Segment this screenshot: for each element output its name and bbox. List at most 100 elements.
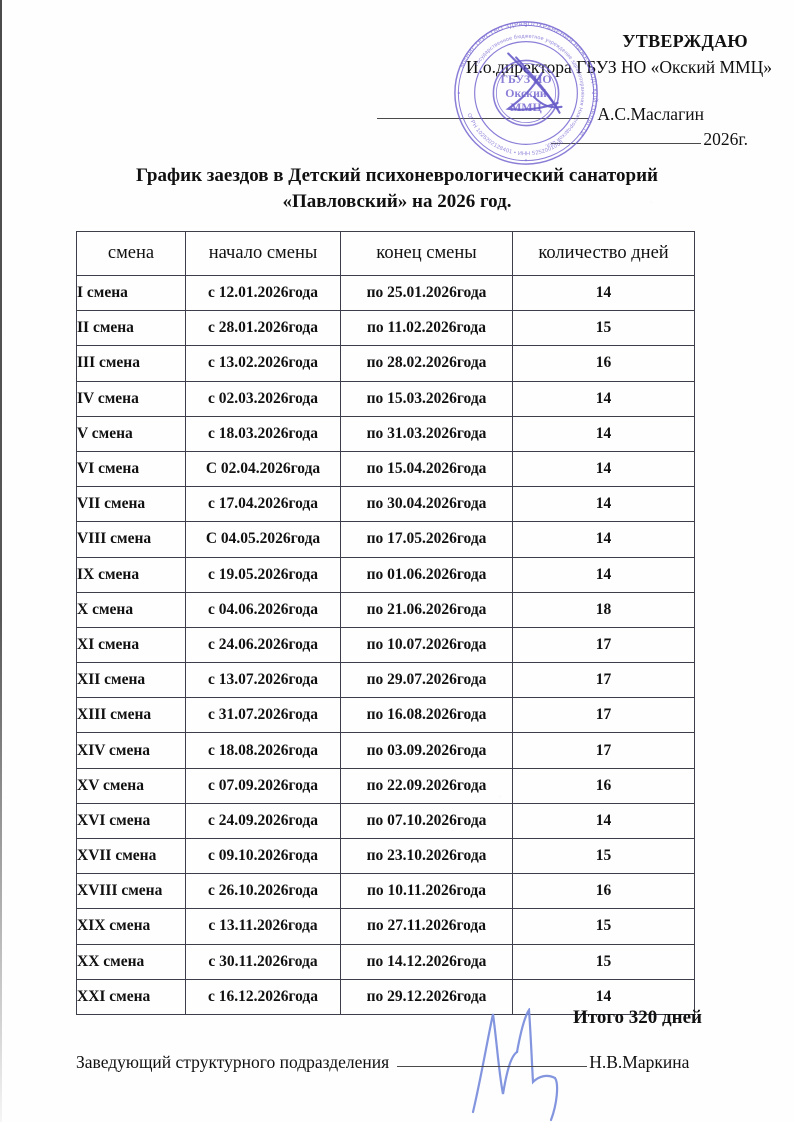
footer-role: Заведующий структурного подразделения [76,1052,390,1072]
cell-end-date: по 30.04.2026года [340,486,513,523]
cell-shift: XIX смена [76,908,186,945]
table-row: XVI смена с 24.09.2026года по 07.10.2026го… [76,802,695,840]
cell-days-count: 14 [512,274,695,312]
cell-end-date: по 16.08.2026года [340,697,513,734]
approver-signature-row: А.С.Маслагин [0,104,794,125]
table-row: XIV смена с 18.08.2026года по 03.09.2026го… [76,732,695,769]
svg-text:Окский: Окский [505,86,547,100]
approval-year: 2026г. [703,129,748,149]
cell-end-date: по 23.10.2026года [340,837,513,875]
footer-name: Н.В.Маркина [589,1052,690,1072]
cell-start-date: с 18.03.2026года [185,415,341,452]
table-row: XI смена с 24.06.2026года по 10.07.2026год… [76,626,695,664]
cell-start-date: с 30.11.2026года [185,943,341,980]
table-row: XIX смена с 13.11.2026года по 27.11.2026го… [76,908,695,945]
title-line-1: График заездов в Детский психоневрологич… [136,165,658,186]
cell-shift: VII смена [76,486,186,523]
cell-start-date: С 04.05.2026года [185,521,341,558]
cell-days-count: 15 [512,310,695,347]
cell-shift: X смена [76,591,186,628]
cell-start-date: с 28.01.2026года [185,310,341,347]
table-row: XII смена с 13.07.2026года по 29.07.2026го… [76,662,695,699]
cell-days-count: 14 [512,802,695,840]
cell-days-count: 16 [512,345,695,382]
cell-days-count: 14 [512,556,695,593]
cell-end-date: по 27.11.2026года [340,908,513,945]
cell-start-date: с 24.09.2026года [185,802,341,840]
document-title: График заездов в Детский психоневрологич… [0,163,794,215]
cell-shift: XII смена [76,662,186,699]
cell-days-count: 17 [512,626,695,664]
cell-shift: XIII смена [76,697,186,734]
table-row: XV смена с 07.09.2026года по 22.09.2026год… [76,767,695,804]
cell-days-count: 15 [512,943,695,980]
cell-end-date: по 31.03.2026года [340,415,513,452]
title-line-2: «Павловский» на 2026 год. [282,191,512,213]
table-row: IX смена с 19.05.2026года по 01.06.2026год… [76,556,695,593]
cell-start-date: с 26.10.2026года [185,873,341,910]
cell-end-date: по 11.02.2026года [340,310,513,347]
footer-signature-row: Заведующий структурного подразделения Н.… [76,1052,724,1073]
table-body: I смена с 12.01.2026года по 25.01.2026года… [76,274,695,1015]
cell-days-count: 14 [512,450,695,488]
cell-days-count: 17 [512,697,695,734]
cell-shift: V смена [76,415,186,452]
cell-days-count: 16 [512,873,695,910]
table-row: XX смена с 30.11.2026года по 14.12.2026год… [76,943,695,980]
table-row: XVII смена с 09.10.2026года по 23.10.2026г… [76,837,695,875]
table-row: VII смена с 17.04.2026года по 30.04.2026го… [76,486,695,523]
table-row: V смена с 18.03.2026года по 31.03.2026года… [76,415,695,452]
cell-days-count: 15 [512,908,695,945]
column-header-end: конец смены [340,231,513,276]
cell-days-count: 17 [512,732,695,769]
cell-end-date: по 10.07.2026года [340,626,513,664]
cell-shift: IX смена [76,556,186,593]
cell-start-date: С 02.04.2026года [185,450,341,488]
cell-days-count: 17 [512,662,695,699]
signature-line [377,117,590,119]
cell-days-count: 15 [512,837,695,875]
table-row: XIII смена с 31.07.2026года по 16.08.2026г… [76,697,695,734]
schedule-table: смена начало смены конец смены количеств… [76,231,695,1015]
cell-end-date: по 03.09.2026года [340,732,513,769]
cell-shift: XV смена [76,767,186,804]
cell-shift: XX смена [76,943,186,980]
cell-days-count: 18 [512,591,695,628]
cell-end-date: по 10.11.2026года [340,873,513,910]
table-header-row: смена начало смены конец смены количеств… [76,231,695,276]
table-row: X смена с 04.06.2026года по 21.06.2026года… [76,591,695,628]
cell-end-date: по 01.06.2026года [340,556,513,593]
table-row: XXI смена с 16.12.2026года по 29.12.2026го… [76,978,695,1015]
cell-start-date: с 16.12.2026года [185,978,341,1015]
cell-days-count: 14 [512,486,695,523]
cell-shift: XIV смена [76,732,186,769]
table-row: II смена с 28.01.2026года по 11.02.2026год… [76,310,695,347]
cell-days-count: 14 [512,521,695,558]
approval-header: УТВЕРЖДАЮ И.о.директора ГБУЗ НО «Окский … [0,30,794,78]
table-row: III смена с 13.02.2026года по 28.02.2026го… [76,345,695,382]
column-header-start: начало смены [185,231,341,276]
cell-shift: II смена [76,310,186,347]
cell-start-date: с 18.08.2026года [185,732,341,769]
table-row: VIII смена С 04.05.2026года по 17.05.2026г… [76,521,695,558]
cell-end-date: по 25.01.2026года [340,274,513,312]
cell-shift: XXI смена [76,978,186,1015]
cell-end-date: по 28.02.2026года [340,345,513,382]
cell-end-date: по 14.12.2026года [340,943,513,980]
cell-shift: VI смена [76,450,186,488]
cell-end-date: по 29.12.2026года [340,978,513,1015]
table-row: VI смена С 02.04.2026года по 15.04.2026год… [76,450,695,488]
cell-start-date: с 13.02.2026года [185,345,341,382]
cell-end-date: по 29.07.2026года [340,662,513,699]
cell-end-date: по 15.04.2026года [340,450,513,488]
cell-start-date: с 02.03.2026года [185,380,341,417]
cell-start-date: с 13.07.2026года [185,662,341,699]
approve-role: И.о.директора ГБУЗ НО «Окский ММЦ» [465,56,772,77]
cell-days-count: 14 [512,380,695,417]
cell-start-date: с 19.05.2026года [185,556,341,593]
cell-end-date: по 22.09.2026года [340,767,513,804]
table-row: IV смена с 02.03.2026года по 15.03.2026год… [76,380,695,417]
column-header-days: количество дней [512,231,695,276]
footer-signature-line [397,1065,588,1067]
